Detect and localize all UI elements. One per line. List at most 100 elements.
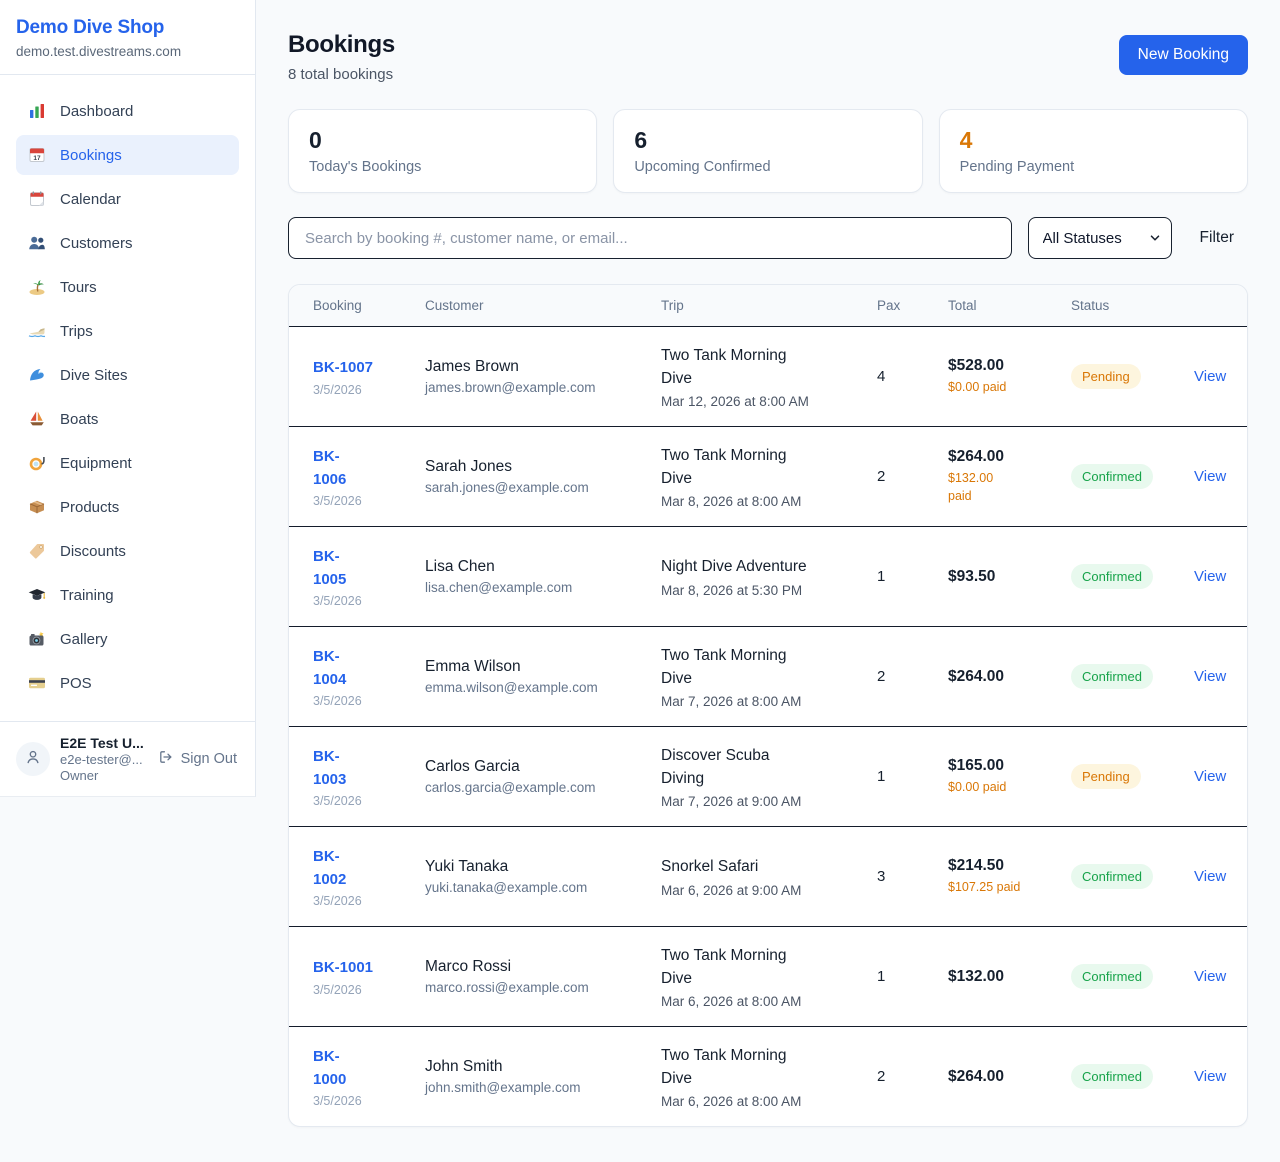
total-amount: $214.50: [948, 856, 1005, 874]
status-badge: Confirmed: [1071, 964, 1153, 989]
booking-id-link[interactable]: BK- 1000: [313, 1047, 347, 1088]
col-header-booking: Booking: [313, 298, 362, 313]
trip-datetime: Mar 12, 2026 at 8:00 AM: [661, 394, 809, 410]
sidebar-item-training[interactable]: Training: [16, 575, 239, 615]
booking-id-link[interactable]: BK- 1006: [313, 447, 347, 488]
sidebar-item-dive-sites[interactable]: Dive Sites: [16, 355, 239, 395]
booking-date: 3/5/2026: [313, 1094, 362, 1109]
sidebar-item-discounts[interactable]: Discounts: [16, 531, 239, 571]
page-header-text: Bookings 8 total bookings: [288, 31, 395, 83]
status-badge: Confirmed: [1071, 564, 1153, 589]
sidebar-item-calendar[interactable]: Calendar: [16, 179, 239, 219]
sidebar-item-customers[interactable]: Customers: [16, 223, 239, 263]
sidebar-item-label: Trips: [60, 322, 93, 340]
sidebar-item-pos[interactable]: POS: [16, 663, 239, 703]
customer-name: Marco Rossi: [425, 958, 512, 975]
new-booking-button[interactable]: New Booking: [1118, 35, 1248, 75]
tag-icon: [28, 542, 46, 560]
table-header-row: Booking Customer Trip Pax Total Status: [289, 285, 1247, 326]
people-icon: [28, 234, 46, 252]
view-link[interactable]: View: [1194, 1067, 1227, 1085]
stat-label: Upcoming Confirmed: [634, 159, 771, 175]
status-badge: Confirmed: [1071, 1064, 1153, 1089]
view-link[interactable]: View: [1194, 967, 1227, 985]
col-header-customer: Customer: [425, 298, 484, 313]
status-select[interactable]: All Statuses: [1027, 217, 1172, 259]
sidebar-item-label: Bookings: [60, 146, 122, 164]
camera-icon: [28, 630, 46, 648]
customer-name: John Smith: [425, 1058, 503, 1075]
trip-name: Two Tank Morning Dive: [661, 446, 787, 487]
trip-datetime: Mar 7, 2026 at 9:00 AM: [661, 794, 802, 810]
pax-count: 1: [877, 968, 886, 985]
pax-count: 1: [877, 768, 886, 785]
paid-amount: $0.00 paid: [948, 379, 1007, 394]
total-amount: $264.00: [948, 667, 1005, 685]
stat-label: Pending Payment: [959, 159, 1075, 175]
pax-count: 1: [877, 568, 886, 585]
search-input[interactable]: [288, 217, 1012, 259]
user-role: Owner: [60, 768, 99, 783]
booking-date: 3/5/2026: [313, 694, 362, 709]
pax-count: 2: [877, 1068, 886, 1085]
sidebar-item-gallery[interactable]: Gallery: [16, 619, 239, 659]
sidebar-item-tours[interactable]: Tours: [16, 267, 239, 307]
status-badge: Confirmed: [1071, 464, 1153, 489]
view-link[interactable]: View: [1194, 767, 1227, 785]
sidebar-item-products[interactable]: Products: [16, 487, 239, 527]
booking-id-link[interactable]: BK- 1005: [313, 547, 347, 588]
page-subtitle: 8 total bookings: [288, 66, 394, 83]
sidebar-item-dashboard[interactable]: Dashboard: [16, 91, 239, 131]
sidebar-item-equipment[interactable]: Equipment: [16, 443, 239, 483]
page-title: Bookings: [288, 31, 395, 58]
trip-name: Two Tank Morning Dive: [661, 346, 787, 387]
customer-name: Emma Wilson: [425, 658, 521, 675]
sign-out-button[interactable]: Sign Out: [156, 747, 239, 771]
logout-icon: [158, 749, 174, 769]
booking-id-link[interactable]: BK-1001: [313, 959, 374, 977]
wave-icon: [28, 366, 46, 384]
booking-id-link[interactable]: BK- 1002: [313, 847, 347, 888]
customer-email: james.brown@example.com: [425, 380, 596, 395]
booking-id-link[interactable]: BK- 1004: [313, 647, 347, 688]
booking-date: 3/5/2026: [313, 982, 362, 997]
view-link[interactable]: View: [1194, 567, 1227, 585]
table-body: BK-1007 3/5/2026 James Brown james.brown…: [289, 326, 1247, 1126]
stat-value: 6: [634, 127, 648, 153]
filter-row: All Statuses Filter: [288, 217, 1248, 259]
bookings-table: Booking Customer Trip Pax Total Status B…: [288, 284, 1248, 1127]
pax-count: 2: [877, 468, 886, 485]
sidebar-item-label: Customers: [60, 234, 133, 252]
status-badge: Pending: [1071, 764, 1141, 789]
sign-out-label: Sign Out: [180, 751, 237, 767]
table-row: BK- 1006 3/5/2026 Sarah Jones sarah.jone…: [289, 426, 1247, 526]
table-row: BK- 1005 3/5/2026 Lisa Chen lisa.chen@ex…: [289, 526, 1247, 626]
stat-label: Today's Bookings: [309, 159, 422, 175]
filter-button[interactable]: Filter: [1186, 221, 1248, 255]
booking-id-link[interactable]: BK- 1003: [313, 747, 347, 788]
table-row: BK- 1004 3/5/2026 Emma Wilson emma.wilso…: [289, 626, 1247, 726]
sidebar-item-trips[interactable]: Trips: [16, 311, 239, 351]
view-link[interactable]: View: [1194, 467, 1227, 485]
trip-datetime: Mar 8, 2026 at 5:30 PM: [661, 582, 803, 598]
sidebar-item-bookings[interactable]: 17 Bookings: [16, 135, 239, 175]
col-header-total: Total: [948, 298, 977, 313]
total-amount: $132.00: [948, 967, 1005, 985]
booking-id-link[interactable]: BK-1007: [313, 359, 374, 377]
sidebar-item-boats[interactable]: Boats: [16, 399, 239, 439]
customer-name: James Brown: [425, 358, 519, 375]
trip-name: Two Tank Morning Dive: [661, 646, 787, 687]
brand-name: Demo Dive Shop: [16, 17, 165, 38]
view-link[interactable]: View: [1194, 867, 1227, 885]
sidebar-item-label: Equipment: [60, 454, 132, 472]
status-badge: Pending: [1071, 364, 1141, 389]
customer-email: john.smith@example.com: [425, 1080, 581, 1095]
view-link[interactable]: View: [1194, 667, 1227, 685]
person-icon: [24, 748, 42, 771]
view-link[interactable]: View: [1194, 367, 1227, 385]
dive-mask-icon: [28, 454, 46, 472]
user-name: E2E Test U...: [60, 735, 144, 751]
customer-name: Lisa Chen: [425, 558, 495, 575]
stat-card: 0 Today's Bookings: [288, 109, 598, 193]
col-header-trip: Trip: [661, 298, 684, 313]
